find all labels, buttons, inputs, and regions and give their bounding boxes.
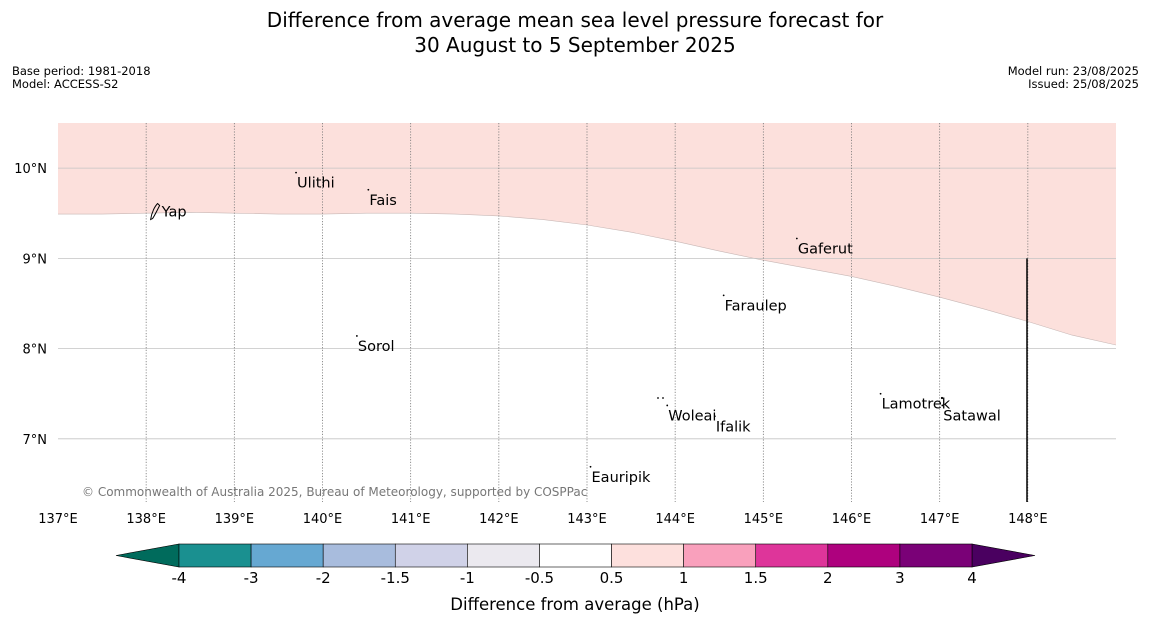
issued-date: Issued: 25/08/2025 xyxy=(1028,77,1139,91)
colorbar-tick-label: 3 xyxy=(895,569,905,587)
colorbar-swatch xyxy=(250,543,324,568)
latitude-label: 9°N xyxy=(23,252,48,267)
colorbar-swatch xyxy=(755,543,829,568)
place-label: Ulithi xyxy=(297,176,335,192)
island-marker xyxy=(941,404,944,407)
colorbar-tick-label: -1 xyxy=(460,569,475,587)
map-title: Difference from average mean sea level p… xyxy=(0,8,1150,58)
place-label: Fais xyxy=(369,193,396,209)
islet-marker xyxy=(662,397,664,399)
yap-island-outline xyxy=(149,202,161,221)
island-marker xyxy=(722,294,725,297)
title-line-1: Difference from average mean sea level p… xyxy=(266,8,884,32)
place-label: Gaferut xyxy=(798,242,853,258)
island-marker xyxy=(367,188,370,191)
colorbar-tick-label: 0.5 xyxy=(600,569,624,587)
colorbar-tick-label: -4 xyxy=(172,569,187,587)
island-marker xyxy=(713,415,716,418)
place-label: Faraulep xyxy=(725,298,787,314)
longitude-label: 137°E xyxy=(38,512,78,527)
island-marker xyxy=(295,171,297,174)
colorbar-tick-label: -2 xyxy=(316,569,331,587)
colorbar-tick-label: 4 xyxy=(967,569,977,587)
latitude-label: 8°N xyxy=(23,343,48,358)
longitude-label: 138°E xyxy=(126,512,166,527)
island-marker xyxy=(589,465,592,468)
colorbar-swatch xyxy=(178,543,252,568)
place-label: Sorol xyxy=(358,339,395,355)
longitude-label: 144°E xyxy=(655,512,695,527)
island-marker xyxy=(879,392,882,395)
island-marker xyxy=(355,335,358,337)
island-marker xyxy=(795,237,798,240)
colorbar-high-extend xyxy=(971,543,1036,568)
colorbar-title: Difference from average (hPa) xyxy=(450,595,699,614)
colorbar-swatch xyxy=(394,543,468,568)
meta-right: Model run: 23/08/2025 Issued: 25/08/2025 xyxy=(1008,65,1139,91)
pressure-anomaly-region xyxy=(58,123,1116,345)
place-label: Satawal xyxy=(943,408,1000,424)
colorbar-tick-label: -0.5 xyxy=(525,569,554,587)
longitude-label: 147°E xyxy=(920,512,960,527)
colorbar-swatch xyxy=(611,543,684,568)
place-label: Yap xyxy=(161,205,187,221)
model-run: Model run: 23/08/2025 xyxy=(1007,64,1139,78)
copyright-text: © Commonwealth of Australia 2025, Bureau… xyxy=(82,485,587,499)
map-plot-area: 10°N 9°N 8°N 7°N 137°E 138°E 139°E 140°E 141°E 14… xyxy=(14,123,1117,527)
longitude-label: 140°E xyxy=(303,512,343,527)
latitude-label: 7°N xyxy=(23,433,48,448)
place-label: Woleai xyxy=(668,408,716,424)
colorbar-tick-label: -1.5 xyxy=(381,569,410,587)
longitude-label: 141°E xyxy=(391,512,431,527)
colorbar-swatch xyxy=(899,543,973,568)
islet-marker xyxy=(657,397,659,399)
colorbar-swatch xyxy=(827,543,901,568)
colorbar-tick-label: 1.5 xyxy=(744,569,768,587)
meta-left: Base period: 1981-2018 Model: ACCESS-S2 xyxy=(12,65,151,91)
colorbar-low-extend xyxy=(115,543,180,568)
model-name: Model: ACCESS-S2 xyxy=(12,77,119,91)
colorbar-swatch xyxy=(683,543,757,568)
longitude-label: 139°E xyxy=(215,512,255,527)
longitude-label: 145°E xyxy=(744,512,784,527)
colorbar-swatch xyxy=(467,543,540,568)
longitude-label: 146°E xyxy=(832,512,872,527)
title-line-2: 30 August to 5 September 2025 xyxy=(414,33,736,57)
islet-marker xyxy=(940,396,944,400)
longitude-label: 143°E xyxy=(567,512,607,527)
latitude-label: 10°N xyxy=(14,162,47,177)
colorbar-tick-label: 1 xyxy=(679,569,689,587)
colorbar-tick-label: 2 xyxy=(823,569,833,587)
colorbar-swatch xyxy=(539,543,612,568)
place-label: Lamotrek xyxy=(882,397,951,413)
base-period: Base period: 1981-2018 xyxy=(12,64,151,78)
island-marker xyxy=(666,404,669,407)
place-label: Eauripik xyxy=(592,470,651,486)
longitude-label: 142°E xyxy=(479,512,519,527)
colorbar-tick-label: -3 xyxy=(244,569,259,587)
place-label: Ifalik xyxy=(716,419,751,435)
colorbar-swatch xyxy=(322,543,396,568)
longitude-label: 148°E xyxy=(1008,512,1048,527)
colorbar: -4 -3 -2 -1.5 -1 -0.5 0.5 1 1.5 2 3 4 Difference fro… xyxy=(115,543,1036,614)
